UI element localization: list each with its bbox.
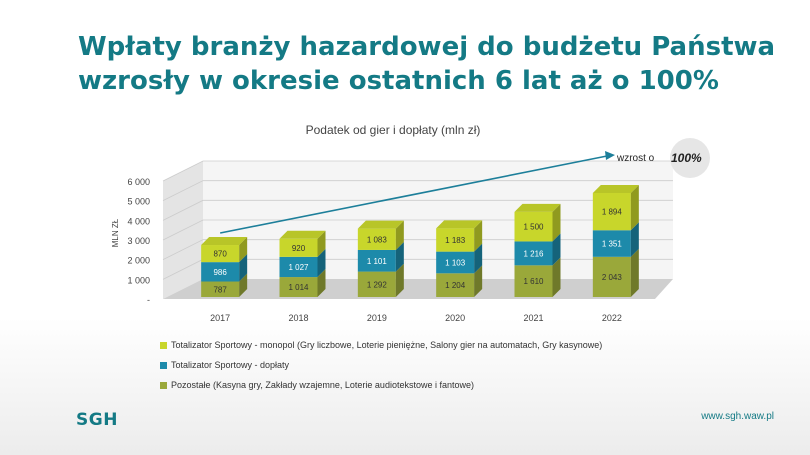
bar-segment-front [357, 271, 396, 297]
data-label: 1 894 [602, 208, 623, 217]
bar-segment-front [201, 262, 240, 282]
bar-segment-front [279, 256, 318, 278]
annotation-circle [670, 138, 710, 178]
x-tick-label: 2022 [602, 313, 622, 323]
bar-segment-side [395, 220, 404, 250]
data-label: 787 [213, 285, 227, 294]
x-tick-label: 2018 [288, 313, 308, 323]
data-label: 1 183 [445, 236, 466, 245]
growth-arrow [220, 155, 608, 234]
data-label: 986 [213, 268, 227, 277]
bar-segment-side [474, 243, 483, 274]
footer-url[interactable]: www.sgh.waw.pl [701, 411, 774, 422]
slide-title-line-1: Wpłaty branży hazardowej do budżetu Pańs… [78, 32, 776, 62]
bar-segment-top [357, 220, 404, 229]
data-label: 1 500 [523, 223, 544, 232]
bar-segment-side [239, 237, 248, 263]
bar-segment-side [317, 230, 326, 257]
data-label: 1 101 [367, 257, 388, 266]
legend-label: Totalizator Sportowy - monopol (Gry licz… [171, 340, 603, 350]
y-tick-label: 6 000 [127, 177, 150, 187]
bar-segment-front [201, 245, 240, 263]
data-label: 1 014 [288, 283, 309, 292]
legend-label: Pozostałe (Kasyna gry, Zakłady wzajemne,… [171, 380, 474, 390]
bar-segment-front [514, 211, 553, 242]
bar-segment-front [357, 228, 396, 250]
y-tick-label: 2 000 [127, 256, 150, 266]
x-tick-label: 2020 [445, 313, 465, 323]
bar-segment-front [279, 238, 318, 257]
legend-swatch [160, 341, 167, 349]
data-label: 1 351 [602, 240, 623, 249]
slide-title: Wpłaty branży hazardowej do budżetu Pańs… [78, 30, 798, 98]
data-label: 1 204 [445, 281, 466, 290]
legend-swatch [160, 361, 167, 369]
bar-segment-side [552, 257, 561, 297]
bar-segment-side [395, 241, 404, 272]
slide-title-line-2: wzrosły w okresie ostatnich 6 lat aż o 1… [78, 66, 719, 96]
sgh-logo: SGH [76, 410, 118, 430]
bar-segment-front [592, 230, 631, 257]
legend-label: Totalizator Sportowy - dopłaty [171, 360, 290, 370]
legend-item: Pozostałe (Kasyna gry, Zakłady wzajemne,… [160, 375, 602, 395]
legend-item: Totalizator Sportowy - dopłaty [160, 355, 602, 375]
bar-segment-top [592, 185, 639, 194]
bar-segment-front [436, 228, 475, 252]
data-label: 2 043 [602, 273, 623, 282]
data-label: 1 610 [523, 277, 544, 286]
bar-segment-front [436, 273, 475, 297]
x-tick-label: 2017 [210, 313, 230, 323]
bar-segment-side [317, 248, 326, 278]
bar-segment-side [239, 273, 248, 297]
chart-legend: Totalizator Sportowy - monopol (Gry licz… [160, 335, 602, 395]
data-label: 920 [292, 244, 306, 253]
bar-segment-front [592, 256, 631, 297]
bar-segment-side [552, 233, 561, 266]
bar-segment-side [552, 203, 561, 242]
data-label: 1 292 [367, 280, 388, 289]
chart-title: Podatek od gier i dopłaty (mln zł) [306, 123, 481, 137]
x-tick-label: 2019 [367, 313, 387, 323]
annotation-text: wzrost o [616, 153, 655, 164]
bar-segment-top [279, 230, 326, 239]
bar-segment-front [357, 249, 396, 272]
bar-segment-side [630, 248, 639, 297]
bar-segment-front [514, 241, 553, 266]
bar-segment-top [436, 220, 483, 229]
y-tick-label: 1 000 [127, 275, 150, 285]
bar-segment-side [474, 265, 483, 297]
y-tick-label: 4 000 [127, 216, 150, 226]
y-gridline [162, 160, 673, 182]
growth-arrowhead [605, 151, 615, 160]
bar-segment-front [201, 281, 240, 297]
bar-segment-side [239, 254, 248, 282]
data-label: 1 216 [523, 249, 544, 258]
y-gridline [162, 199, 673, 221]
y-tick-label: 3 000 [127, 236, 150, 246]
bar-segment-front [279, 277, 318, 297]
legend-item: Totalizator Sportowy - monopol (Gry licz… [160, 335, 602, 355]
bar-segment-side [474, 220, 483, 252]
legend-swatch [160, 381, 167, 389]
bar-segment-front [514, 265, 553, 297]
data-label: 1 083 [367, 235, 388, 244]
bar-segment-side [630, 222, 639, 257]
annotation-highlight: 100% [671, 151, 702, 165]
y-gridline [162, 180, 673, 202]
data-label: 1 103 [445, 258, 466, 267]
bar-segment-top [201, 237, 248, 246]
bar-segment-side [317, 269, 326, 297]
bar-segment-side [395, 263, 404, 297]
x-tick-label: 2021 [523, 313, 543, 323]
bar-segment-side [630, 185, 639, 231]
y-tick-label: 5 000 [127, 197, 150, 207]
y-axis-label: MLN ZŁ [111, 218, 120, 247]
data-label: 1 027 [288, 263, 309, 272]
data-label: 870 [213, 250, 227, 259]
bar-segment-front [436, 251, 475, 274]
bar-segment-front [592, 193, 631, 231]
bar-segment-top [514, 203, 561, 212]
y-tick-label: - [147, 295, 150, 305]
